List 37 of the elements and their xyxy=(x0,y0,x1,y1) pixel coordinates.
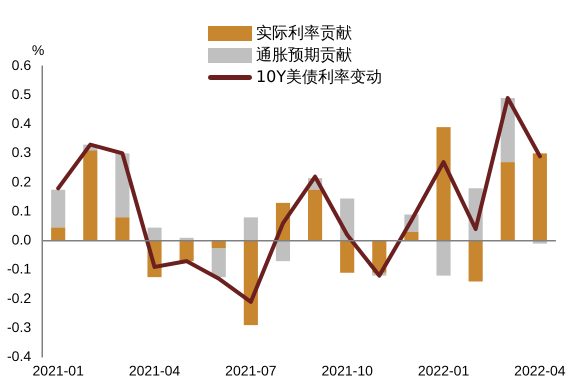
bar xyxy=(51,190,66,228)
bar xyxy=(340,240,354,273)
y-tick-label: 0.6 xyxy=(12,56,32,73)
bar xyxy=(532,153,547,241)
bar xyxy=(180,240,194,262)
y-tick-label: -0.1 xyxy=(7,260,32,277)
legend-label: 10Y美债利率变动 xyxy=(256,66,382,88)
y-tick-label: 0.0 xyxy=(12,232,32,248)
bar xyxy=(436,240,451,276)
y-tick-label: -0.4 xyxy=(7,348,32,364)
x-tick-label: 2022-04 xyxy=(514,362,566,378)
y-tick-label: 0.2 xyxy=(12,173,32,190)
x-tick-label: 2022-01 xyxy=(418,362,470,378)
y-tick-label: -0.3 xyxy=(7,318,32,335)
y-tick-label: -0.2 xyxy=(7,290,32,306)
y-tick-label: 0.4 xyxy=(12,115,32,132)
y-tick-label: 0.1 xyxy=(12,202,32,218)
x-tick-label: 2021-07 xyxy=(225,362,277,378)
y-tick-label: 0.3 xyxy=(12,144,32,160)
bar xyxy=(244,217,258,241)
bar xyxy=(83,150,98,241)
bar xyxy=(308,190,322,241)
y-axis-title: % xyxy=(32,42,44,58)
legend-label: 实际利率贡献 xyxy=(256,22,352,44)
y-tick-label: 0.5 xyxy=(12,86,32,102)
bar xyxy=(468,240,483,282)
bar xyxy=(436,127,451,241)
bar xyxy=(51,228,66,241)
bar xyxy=(500,162,515,241)
x-tick-label: 2021-01 xyxy=(32,362,84,378)
bar xyxy=(147,228,162,241)
legend-label: 通胀预期贡献 xyxy=(256,44,352,66)
bar xyxy=(212,248,226,278)
x-tick-label: 2021-04 xyxy=(128,362,180,378)
bar xyxy=(276,240,290,262)
bar xyxy=(115,217,130,241)
x-tick-label: 2021-10 xyxy=(322,362,374,378)
